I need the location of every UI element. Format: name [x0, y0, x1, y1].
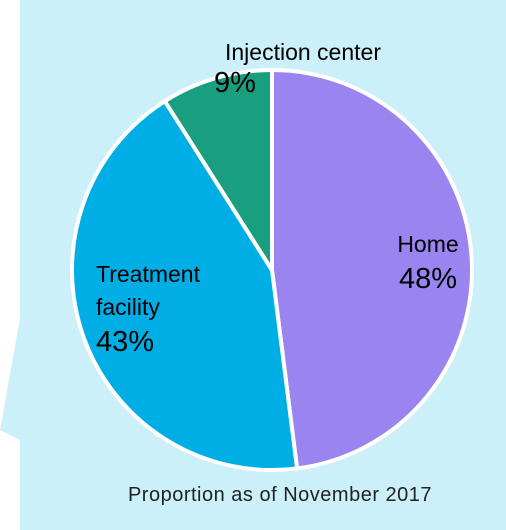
slice-label: Injection center 9%: [188, 36, 418, 101]
footnote: Proportion as of November 2017: [127, 484, 433, 506]
category-label: Injection center: [225, 39, 381, 65]
pie-slice: [270, 67, 474, 471]
value-label: 43%: [96, 326, 155, 358]
slice-label: Home 48%: [378, 228, 478, 297]
pie-slice: [70, 98, 300, 472]
pie-slice: [162, 67, 274, 277]
slice-label: Treatment facility 43%: [96, 258, 236, 360]
category-label: Home: [397, 231, 459, 257]
value-label: 9%: [214, 67, 256, 99]
category-label: Treatment facility: [96, 261, 200, 320]
value-label: 48%: [398, 263, 458, 295]
